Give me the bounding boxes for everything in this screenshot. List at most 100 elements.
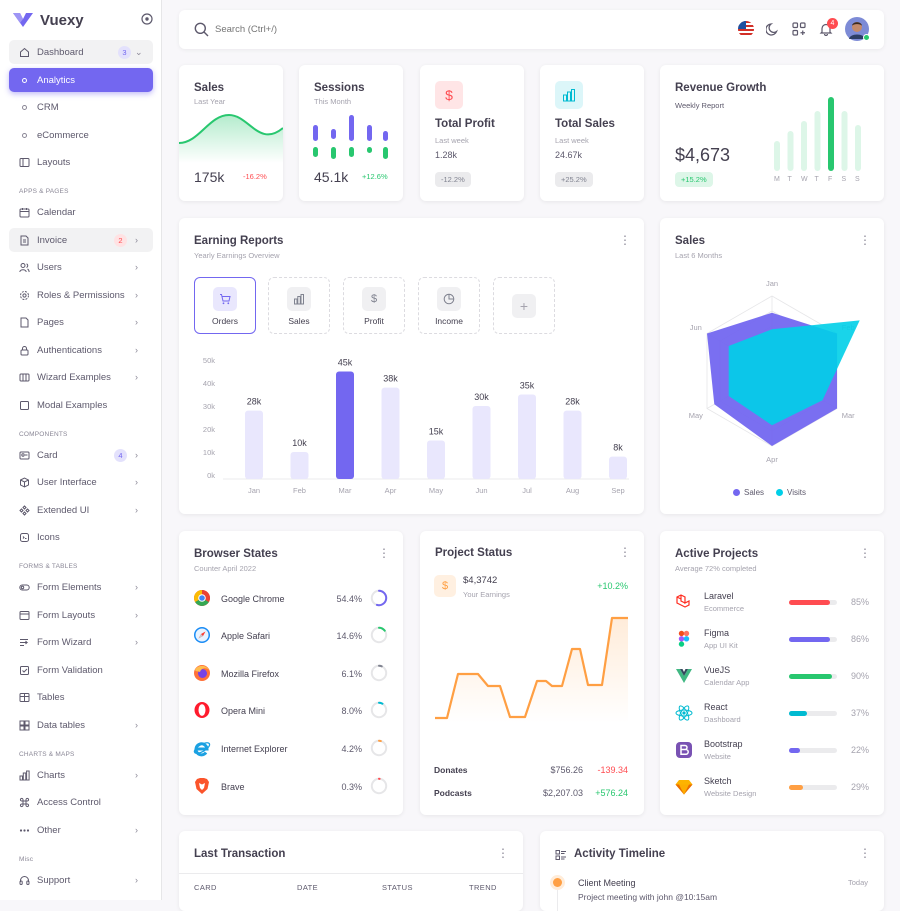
browser-name: Brave bbox=[221, 782, 245, 792]
x-tick-label: Sep bbox=[611, 486, 624, 495]
ring-progress bbox=[370, 589, 388, 607]
sidebar-item-form-validation[interactable]: Form Validation bbox=[9, 658, 153, 682]
card-subtitle: Counter April 2022 bbox=[194, 564, 257, 573]
kebab-menu-icon[interactable]: ⋮ bbox=[497, 846, 509, 860]
sidebar-item-access-control[interactable]: Access Control bbox=[9, 790, 153, 814]
event-time: Today bbox=[847, 878, 868, 887]
progress-bar bbox=[789, 674, 837, 679]
progress-fill bbox=[789, 748, 800, 753]
earnings-change: +10.2% bbox=[597, 581, 628, 591]
sidebar-item-icons[interactable]: Icons bbox=[9, 525, 153, 549]
x-tick-label: Jun bbox=[475, 486, 487, 495]
sidebar-item-data-tables[interactable]: Data tables › bbox=[9, 713, 153, 737]
project-status-card: Project Status ⋮ $ $4,3742 Your Earnings… bbox=[420, 531, 644, 815]
tab-label: Orders bbox=[212, 316, 238, 326]
sidebar-item-label: Invoice bbox=[37, 234, 68, 246]
collapse-toggle-icon[interactable] bbox=[141, 13, 153, 25]
card-title: Sessions bbox=[314, 82, 365, 94]
sidebar-item-layouts[interactable]: Layouts bbox=[9, 150, 153, 174]
kebab-menu-icon[interactable]: ⋮ bbox=[859, 233, 871, 247]
moon-icon[interactable] bbox=[766, 22, 780, 36]
sidebar-item-crm[interactable]: CRM bbox=[9, 95, 153, 119]
sidebar-item-label: Icons bbox=[37, 531, 60, 543]
sidebar-item-card[interactable]: Card 4 › bbox=[9, 443, 153, 467]
shortcuts-grid-icon[interactable] bbox=[792, 22, 806, 36]
sessions-bar-chart bbox=[313, 115, 388, 159]
chevron-right-icon: › bbox=[135, 450, 138, 460]
sidebar-item-invoice[interactable]: Invoice 2 › bbox=[9, 228, 153, 252]
sidebar-item-other[interactable]: Other › bbox=[9, 818, 153, 842]
components-icon bbox=[19, 504, 30, 516]
project-name: VueJS bbox=[704, 665, 731, 675]
search-icon[interactable] bbox=[194, 22, 209, 37]
kebab-menu-icon[interactable]: ⋮ bbox=[378, 546, 390, 560]
react-icon bbox=[675, 704, 693, 722]
kebab-menu-icon[interactable]: ⋮ bbox=[619, 545, 631, 559]
sidebar-item-user-interface[interactable]: User Interface › bbox=[9, 470, 153, 494]
tab-orders[interactable]: Orders bbox=[194, 277, 256, 334]
sidebar-item-wizard-examples[interactable]: Wizard Examples › bbox=[9, 365, 153, 389]
x-tick-label: Apr bbox=[385, 486, 397, 495]
tab-sales[interactable]: Sales bbox=[268, 277, 330, 334]
tab-income[interactable]: Income bbox=[418, 277, 480, 334]
card-title: Sales bbox=[194, 82, 225, 94]
sidebar-item-charts[interactable]: Charts › bbox=[9, 763, 153, 787]
dollar-icon: $ bbox=[434, 575, 456, 597]
earning-reports-card: Earning Reports Yearly Earnings Overview… bbox=[179, 218, 644, 514]
us-flag-icon[interactable] bbox=[738, 21, 754, 37]
add-tab-button[interactable]: + bbox=[493, 277, 555, 334]
sidebar-item-form-layouts[interactable]: Form Layouts › bbox=[9, 603, 153, 627]
progress-ring bbox=[370, 664, 388, 682]
sidebar-item-authentications[interactable]: Authentications › bbox=[9, 338, 153, 362]
kebab-menu-icon[interactable]: ⋮ bbox=[619, 233, 631, 247]
sidebar-item-form-wizard[interactable]: Form Wizard › bbox=[9, 630, 153, 654]
brand[interactable]: Vuexy bbox=[12, 10, 84, 30]
brand-name: Vuexy bbox=[40, 11, 84, 29]
sidebar-item-users[interactable]: Users › bbox=[9, 255, 153, 279]
bullet-icon bbox=[22, 104, 27, 110]
sidebar-item-analytics[interactable]: Analytics bbox=[9, 68, 153, 92]
sidebar-item-label: Analytics bbox=[37, 74, 76, 86]
project-desc: Calendar App bbox=[704, 678, 750, 687]
box-icon bbox=[19, 476, 30, 488]
card-title: Sales bbox=[675, 235, 706, 247]
ring-track bbox=[370, 739, 388, 757]
card-title: Active Projects bbox=[675, 548, 759, 560]
bar-apr bbox=[381, 387, 400, 479]
day-label: S bbox=[855, 176, 860, 183]
card-subtitle: Last 6 Months bbox=[675, 251, 723, 260]
sidebar-item-extended-ui[interactable]: Extended UI › bbox=[9, 498, 153, 522]
total-profit-card: $ Total Profit Last week 1.28k -12.2% bbox=[420, 65, 524, 201]
chevron-right-icon: › bbox=[135, 345, 138, 355]
bar-value-label: 38k bbox=[383, 374, 398, 384]
search-input[interactable] bbox=[215, 20, 455, 38]
day-label: W bbox=[801, 176, 808, 183]
kebab-menu-icon[interactable]: ⋮ bbox=[859, 546, 871, 560]
sidebar-item-modal-examples[interactable]: Modal Examples bbox=[9, 393, 153, 417]
sidebar-item-support[interactable]: Support › bbox=[9, 868, 153, 892]
sidebar-item-roles-permissions[interactable]: Roles & Permissions › bbox=[9, 283, 153, 307]
bar-aug bbox=[563, 410, 582, 479]
sidebar-item-tables[interactable]: Tables bbox=[9, 685, 153, 709]
donates-change: -139.34 bbox=[597, 765, 628, 775]
tab-profit[interactable]: $ Profit bbox=[343, 277, 405, 334]
project-status-line-chart bbox=[435, 616, 628, 723]
sidebar-item-ecommerce[interactable]: eCommerce bbox=[9, 123, 153, 147]
dots-icon bbox=[19, 825, 30, 836]
sidebar-item-pages[interactable]: Pages › bbox=[9, 310, 153, 334]
sidebar-item-dashboard[interactable]: Dashboard 3 ⌄ bbox=[9, 40, 153, 64]
project-name: React bbox=[704, 702, 728, 712]
earnings-label: Your Earnings bbox=[463, 590, 510, 599]
sidebar-item-calendar[interactable]: Calendar bbox=[9, 200, 153, 224]
section-components: COMPONENTS bbox=[19, 431, 68, 438]
kebab-menu-icon[interactable]: ⋮ bbox=[859, 846, 871, 860]
project-desc: Website Design bbox=[704, 789, 757, 798]
sidebar-item-form-elements[interactable]: Form Elements › bbox=[9, 575, 153, 599]
sketch-icon bbox=[675, 778, 693, 796]
day-label: S bbox=[841, 176, 847, 183]
progress-bar bbox=[789, 600, 837, 605]
sidebar-item-label: Form Wizard bbox=[37, 636, 92, 648]
square-icon bbox=[19, 400, 30, 411]
invoice-badge: 2 bbox=[114, 233, 127, 247]
progress-ring bbox=[370, 626, 388, 644]
